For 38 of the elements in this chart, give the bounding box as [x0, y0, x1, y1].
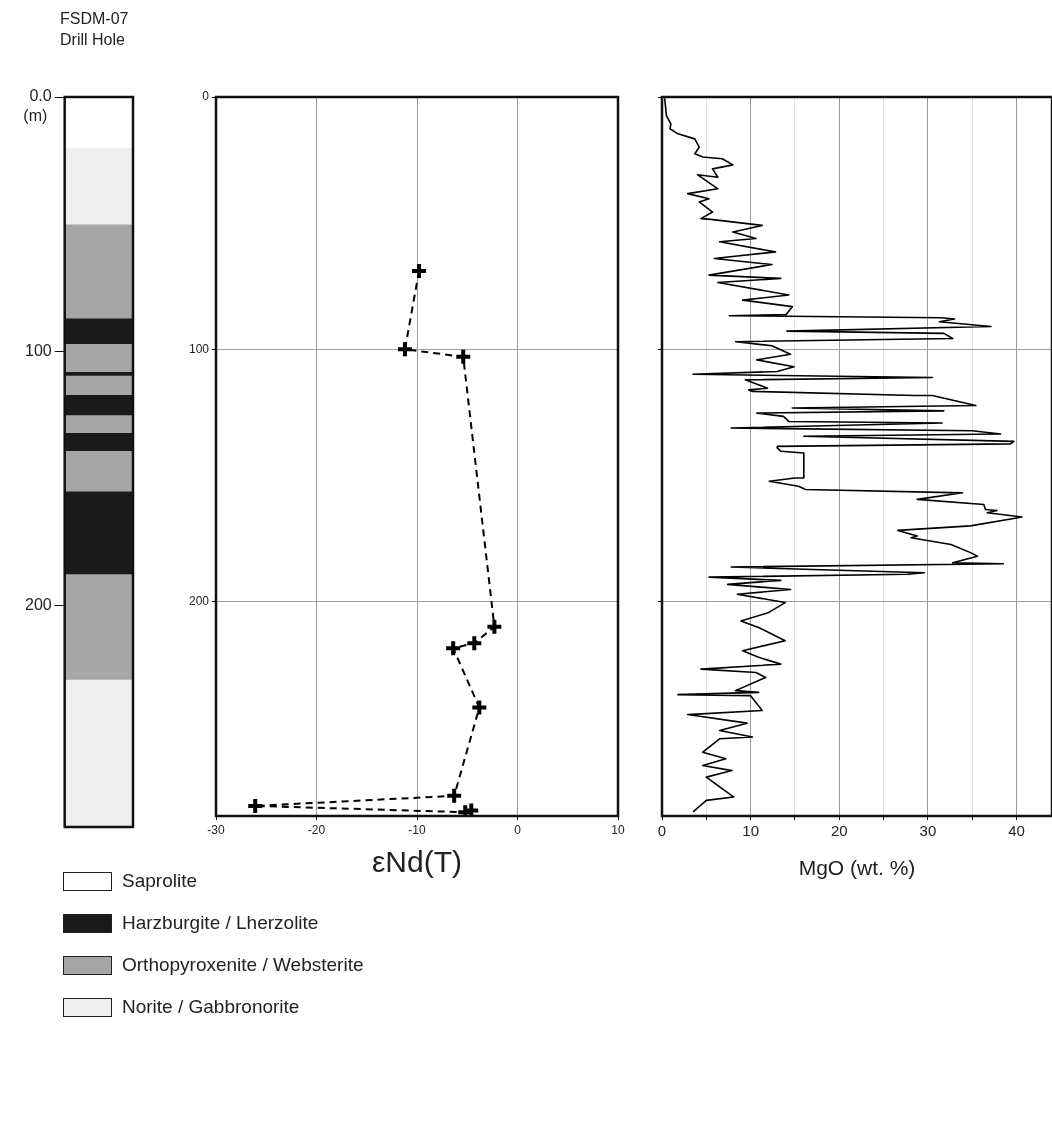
- y-tick-label: 100: [188, 341, 210, 356]
- bar: [64, 573, 133, 680]
- y-tick-label: 200: [24, 596, 52, 614]
- y-tick-label: 100: [24, 341, 52, 359]
- point: [485, 617, 504, 636]
- y-tick-label: 0: [202, 89, 210, 104]
- x-tick-label: 0: [514, 822, 522, 837]
- point: [445, 786, 464, 805]
- x-axis-title: εNd(T): [372, 845, 463, 879]
- x-tick-label: -30: [207, 822, 226, 837]
- point: [465, 634, 484, 653]
- point: [454, 347, 473, 366]
- point: [444, 639, 463, 658]
- y-tick-label: 0.0: [29, 87, 52, 105]
- x-tick-label: 30: [919, 822, 937, 840]
- bar: [64, 375, 133, 395]
- x-tick-label: 10: [611, 822, 625, 837]
- text: Saprolite: [122, 870, 197, 892]
- bar: [64, 679, 133, 827]
- bar: [64, 223, 133, 319]
- x-tick-label: 0: [657, 822, 667, 840]
- legend-label: Norite / Gabbronorite: [122, 996, 300, 1018]
- point: [395, 340, 414, 359]
- bar: [64, 450, 133, 492]
- legend-label: Orthopyroxenite / Websterite: [122, 954, 364, 976]
- x-tick-label: -10: [408, 822, 427, 837]
- y-tick-label: 200: [188, 593, 210, 608]
- x-axis-title: MgO (wt. %): [798, 856, 916, 880]
- point: [470, 698, 489, 717]
- chart-title: FSDM-07 Drill Hole: [60, 9, 130, 50]
- x-tick-label: 40: [1008, 822, 1025, 840]
- bar: [64, 343, 133, 373]
- legend-label: Harzburgite / Lherzolite: [122, 912, 319, 934]
- bar: [64, 414, 133, 434]
- x-tick-label: -20: [307, 822, 326, 837]
- y-axis-title: (m): [23, 107, 48, 125]
- x-tick-label: 10: [742, 822, 759, 840]
- x-tick-label: 20: [830, 822, 848, 840]
